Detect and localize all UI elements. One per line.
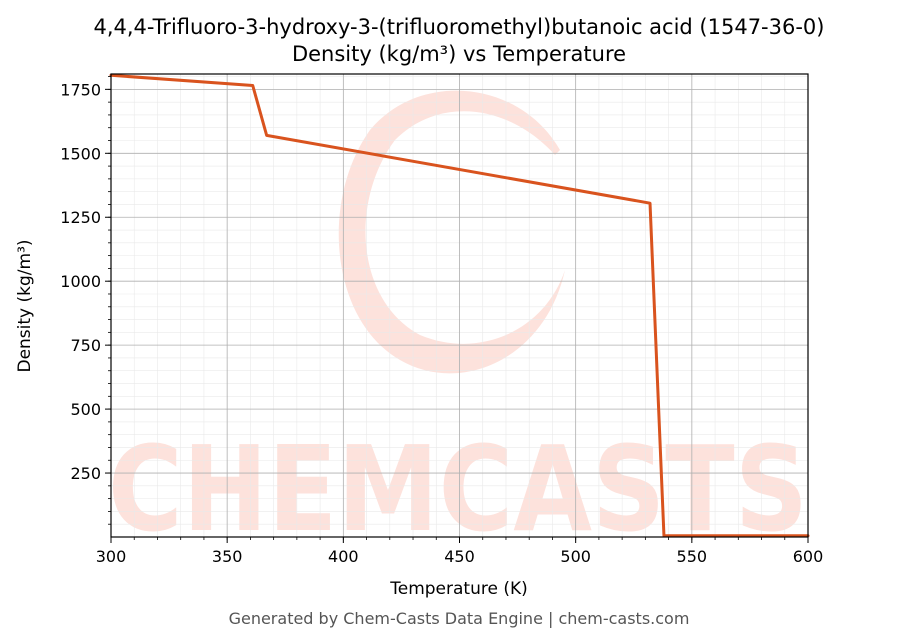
x-axis-label: Temperature (K): [389, 579, 528, 599]
x-tick-label: 400: [328, 547, 359, 566]
x-tick-label: 600: [793, 547, 824, 566]
x-tick-label: 350: [212, 547, 243, 566]
chart-subtitle: Density (kg/m³) vs Temperature: [292, 42, 626, 66]
series-layer: [109, 73, 810, 538]
chart-title: 4,4,4-Trifluoro-3-hydroxy-3-(trifluorome…: [93, 15, 824, 39]
y-tick-label: 750: [70, 336, 101, 355]
x-axis: 300 350 400 450 500 550 600: [96, 537, 824, 566]
x-tick-label: 550: [677, 547, 708, 566]
y-tick-label: 1500: [60, 144, 101, 163]
series-line-density: [109, 73, 810, 538]
y-axis: 250 500 750 1000 1250 1500 1750: [60, 76, 111, 525]
x-tick-label: 500: [560, 547, 591, 566]
x-tick-label: 300: [96, 547, 127, 566]
y-tick-label: 250: [70, 464, 101, 483]
x-tick-label: 450: [444, 547, 475, 566]
y-tick-label: 1250: [60, 208, 101, 227]
y-tick-label: 500: [70, 400, 101, 419]
y-tick-label: 1000: [60, 272, 101, 291]
footer-credit: Generated by Chem-Casts Data Engine | ch…: [229, 609, 690, 628]
y-tick-label: 1750: [60, 80, 101, 99]
y-axis-label: Density (kg/m³): [15, 239, 35, 372]
